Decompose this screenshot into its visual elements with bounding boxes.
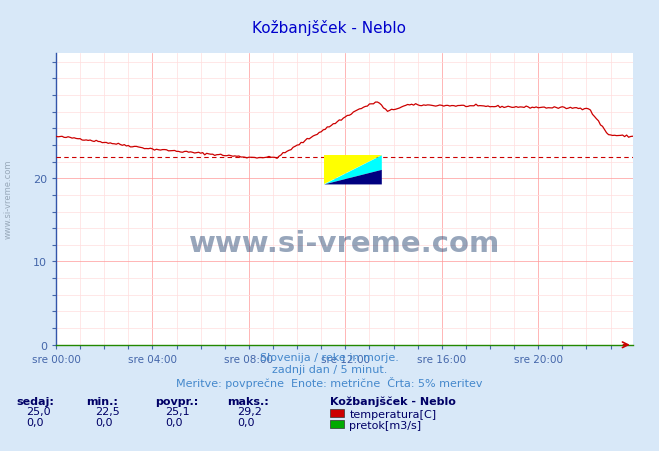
Text: 0,0: 0,0 — [237, 417, 255, 427]
Polygon shape — [324, 156, 382, 185]
Text: Meritve: povprečne  Enote: metrične  Črta: 5% meritev: Meritve: povprečne Enote: metrične Črta:… — [176, 376, 483, 388]
Text: 0,0: 0,0 — [165, 417, 183, 427]
Text: www.si-vreme.com: www.si-vreme.com — [3, 159, 13, 238]
Text: min.:: min.: — [86, 396, 117, 405]
Polygon shape — [324, 170, 382, 185]
Text: 22,5: 22,5 — [96, 406, 121, 416]
Text: 0,0: 0,0 — [26, 417, 44, 427]
Text: Kožbanjšček - Neblo: Kožbanjšček - Neblo — [252, 20, 407, 36]
Text: temperatura[C]: temperatura[C] — [349, 409, 436, 419]
Text: 29,2: 29,2 — [237, 406, 262, 416]
Text: zadnji dan / 5 minut.: zadnji dan / 5 minut. — [272, 364, 387, 374]
Text: pretok[m3/s]: pretok[m3/s] — [349, 420, 421, 430]
Polygon shape — [324, 156, 382, 185]
Text: Kožbanjšček - Neblo: Kožbanjšček - Neblo — [330, 395, 455, 405]
Text: povpr.:: povpr.: — [155, 396, 198, 405]
Text: 25,0: 25,0 — [26, 406, 51, 416]
Text: www.si-vreme.com: www.si-vreme.com — [188, 229, 500, 257]
Text: 25,1: 25,1 — [165, 406, 189, 416]
Text: 0,0: 0,0 — [96, 417, 113, 427]
Text: sedaj:: sedaj: — [16, 396, 54, 405]
Text: maks.:: maks.: — [227, 396, 269, 405]
Text: Slovenija / reke in morje.: Slovenija / reke in morje. — [260, 353, 399, 363]
